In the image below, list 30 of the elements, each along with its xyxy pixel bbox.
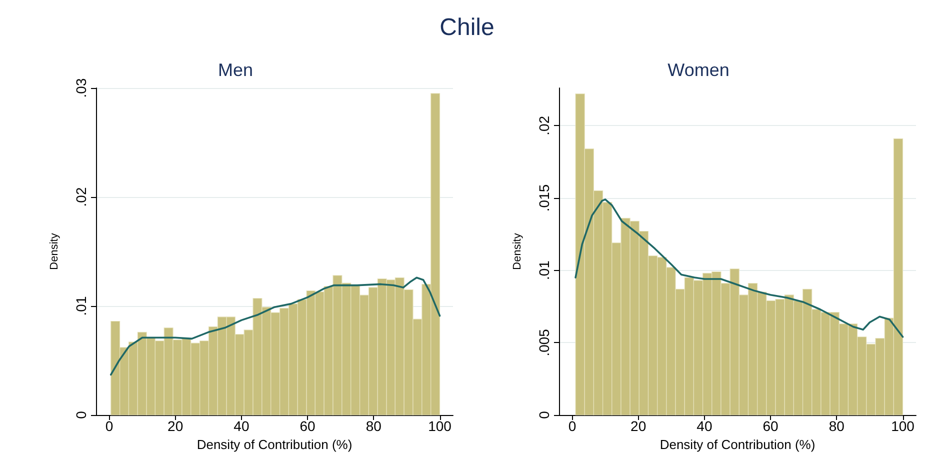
y-tick-label: .01 [73,296,89,316]
x-tick-label: 60 [762,418,779,434]
chart-title: Men [218,60,254,80]
y-tick-label: .02 [73,187,89,207]
y-tick-label: 0 [73,410,89,419]
y-tick-label: .01 [536,260,552,280]
x-tick-label: 40 [696,418,712,434]
line-series [110,276,441,376]
y-tick-label: 0 [536,410,552,419]
x-tick-label: 80 [828,418,845,434]
text: Chile [440,14,494,41]
x-tick-label: 0 [105,418,114,434]
x-axis-title: Density of Contribution (%) [660,436,816,452]
x-tick-label: 40 [234,418,250,434]
x-tick-label: 20 [630,418,646,434]
y-tick-label: .015 [536,184,552,212]
x-tick-label: 60 [300,418,316,434]
y-tick-label: .02 [536,116,552,136]
y-axis-title: Density [512,232,524,270]
line-series [574,198,904,338]
x-tick-label: 100 [891,418,915,434]
x-tick-label: 0 [568,418,576,434]
x-tick-label: 80 [366,418,382,434]
y-tick-label: .005 [536,328,552,356]
x-tick-label: 100 [428,418,452,434]
x-tick-label: 20 [168,418,184,434]
chart-title: Women [668,60,730,80]
x-axis-title: Density of Contribution (%) [196,436,352,452]
y-tick-label: .03 [73,78,89,98]
y-axis-title: Density [48,232,60,270]
